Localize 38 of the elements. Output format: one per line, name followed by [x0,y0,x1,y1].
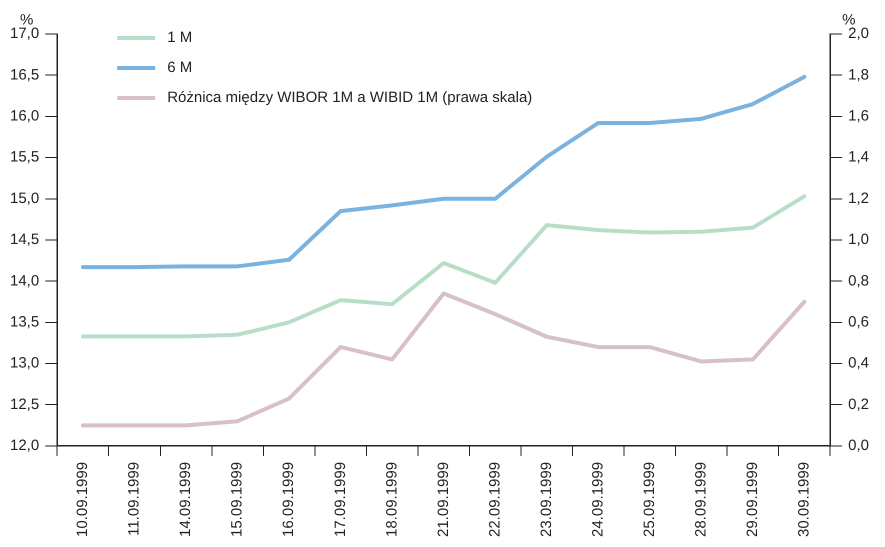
x-tick-label: 11.09.1999 [126,462,143,536]
y2-tick-label: 1,0 [848,231,870,248]
y-tick-label: 13,5 [10,313,40,330]
legend-label: Różnica między WIBOR 1M a WIBID 1M (prawa skala) [167,89,532,106]
y2-tick-label: 0,4 [848,354,870,372]
x-tick-label: 24.09.1999 [589,462,606,538]
x-tick-label: 18.09.1999 [383,462,400,538]
x-tick-label: 17.09.1999 [332,462,349,538]
y-tick-label: 13,0 [10,354,40,372]
legend-label: 6 M [167,59,192,76]
x-tick-label: 15.09.1999 [228,462,246,538]
y2-tick-label: 0,2 [848,396,870,413]
x-tick-label: 14.09.1999 [177,462,194,538]
y-tick-label: 12,0 [10,437,40,454]
x-tick-label: 21.09.1999 [434,462,452,538]
x-tick-label: 23.09.1999 [538,462,555,538]
x-tick-label: 30.09.1999 [796,462,813,538]
y-tick-label: 15,5 [10,148,40,166]
y2-tick-label: 0,6 [848,313,870,330]
y-tick-label: 16,0 [10,108,40,125]
y-tick-label: 16,5 [10,66,40,84]
y2-tick-label: 0,8 [848,272,870,290]
y2-tick-label: 1,8 [848,66,870,84]
y-tick-label: 12,5 [10,396,40,413]
y-tick-label: 15,0 [10,190,40,207]
y-tick-label: 14,0 [10,272,40,290]
x-tick-label: 25.09.1999 [640,462,658,538]
y2-tick-label: 0,0 [848,437,870,454]
x-tick-label: 28.09.1999 [692,462,710,538]
legend-label: 1 M [167,29,192,46]
y2-tick-label: 1,2 [848,190,870,207]
y2-tick-label: 1,6 [848,108,870,125]
y-tick-label: 14,5 [10,231,40,248]
x-tick-label: 10.09.1999 [74,462,92,538]
x-tick-label: 22.09.1999 [486,462,504,538]
x-tick-label: 16.09.1999 [280,462,298,538]
y2-tick-label: 1,4 [848,148,870,166]
x-tick-label: 29.09.1999 [744,462,761,538]
